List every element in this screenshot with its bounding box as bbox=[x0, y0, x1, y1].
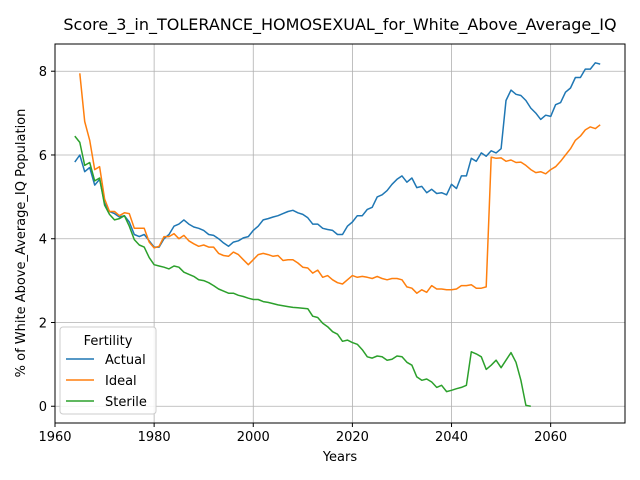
series-line-ideal bbox=[79, 73, 601, 294]
x-tick-label: 2000 bbox=[237, 430, 270, 445]
series-line-actual bbox=[74, 62, 601, 248]
y-tick-label: 8 bbox=[39, 65, 47, 80]
y-tick-label: 2 bbox=[39, 316, 47, 331]
y-axis: 0 2 4 6 8 bbox=[39, 65, 55, 415]
series-line-sterile bbox=[74, 135, 531, 407]
legend-box bbox=[59, 326, 157, 415]
plot-frame bbox=[54, 43, 626, 424]
y-tick-label: 6 bbox=[39, 149, 47, 164]
plot-lines bbox=[74, 62, 601, 407]
x-tick-label: 2020 bbox=[336, 430, 369, 445]
y-tick-label: 0 bbox=[39, 400, 47, 415]
x-tick-label: 1980 bbox=[138, 430, 171, 445]
legend-label-ideal: Ideal bbox=[105, 374, 137, 389]
x-axis-label: Years bbox=[322, 450, 358, 465]
legend-label-actual: Actual bbox=[105, 353, 146, 368]
grid bbox=[54, 44, 625, 423]
legend: Fertility Actual Ideal Sterile bbox=[59, 326, 157, 415]
legend-title: Fertility bbox=[84, 334, 133, 349]
legend-label-sterile: Sterile bbox=[105, 395, 147, 410]
x-axis: 1960 1980 2000 2020 2040 2060 bbox=[38, 423, 567, 445]
x-tick-label: 2060 bbox=[534, 430, 567, 445]
x-tick-label: 2040 bbox=[435, 430, 468, 445]
chart-title: Score_3_in_TOLERANCE_HOMOSEXUAL_for_Whit… bbox=[63, 15, 616, 35]
y-axis-label: % of White Above_Average_IQ Population bbox=[14, 109, 29, 378]
legend-items: Actual Ideal Sterile bbox=[66, 353, 147, 410]
y-tick-label: 4 bbox=[39, 233, 47, 248]
x-tick-label: 1960 bbox=[38, 430, 71, 445]
